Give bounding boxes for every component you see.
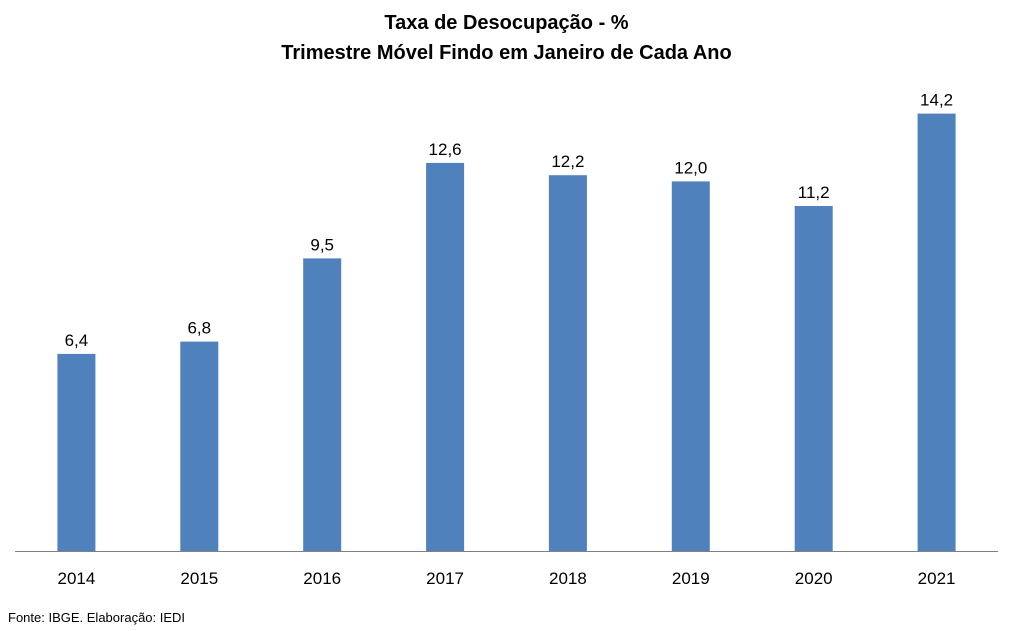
- bar-2015: [180, 341, 219, 551]
- data-label-2018: 12,2: [551, 152, 584, 171]
- bar-2019: [671, 181, 710, 551]
- chart-title: Taxa de Desocupação - %: [384, 12, 629, 34]
- x-tick-label-2014: 2014: [57, 569, 95, 588]
- data-label-2019: 12,0: [674, 158, 707, 177]
- bar-2021: [917, 113, 956, 551]
- data-labels-layer: 6,4 6,8 9,5 12,6 12,2 12,0 11,2 14,2: [65, 91, 954, 350]
- source-note: Fonte: IBGE. Elaboração: IEDI: [8, 610, 186, 625]
- chart-title-block: Taxa de Desocupação - % Trimestre Móvel …: [0, 8, 1013, 68]
- data-label-2020: 11,2: [798, 183, 830, 202]
- bars-layer: [57, 113, 956, 551]
- bar-2014: [57, 353, 96, 551]
- data-label-2015: 6,8: [187, 319, 211, 338]
- x-tick-label-2019: 2019: [672, 569, 710, 588]
- chart-subtitle: Trimestre Móvel Findo em Janeiro de Cada…: [281, 42, 732, 64]
- x-tick-label-2021: 2021: [918, 569, 956, 588]
- data-label-2017: 12,6: [429, 140, 462, 159]
- bar-2017: [426, 162, 465, 551]
- data-label-2016: 9,5: [310, 235, 334, 254]
- x-tick-labels-layer: 2014 2015 2016 2017 2018 2019 2020 2021: [57, 569, 955, 588]
- bar-2016: [303, 258, 342, 551]
- x-tick-label-2018: 2018: [549, 569, 587, 588]
- x-tick-label-2016: 2016: [303, 569, 341, 588]
- data-label-2014: 6,4: [65, 331, 89, 350]
- bar-2020: [794, 206, 833, 551]
- bar-2018: [548, 175, 587, 551]
- x-tick-label-2015: 2015: [180, 569, 218, 588]
- x-tick-label-2020: 2020: [795, 569, 833, 588]
- x-tick-label-2017: 2017: [426, 569, 464, 588]
- data-label-2021: 14,2: [920, 91, 953, 110]
